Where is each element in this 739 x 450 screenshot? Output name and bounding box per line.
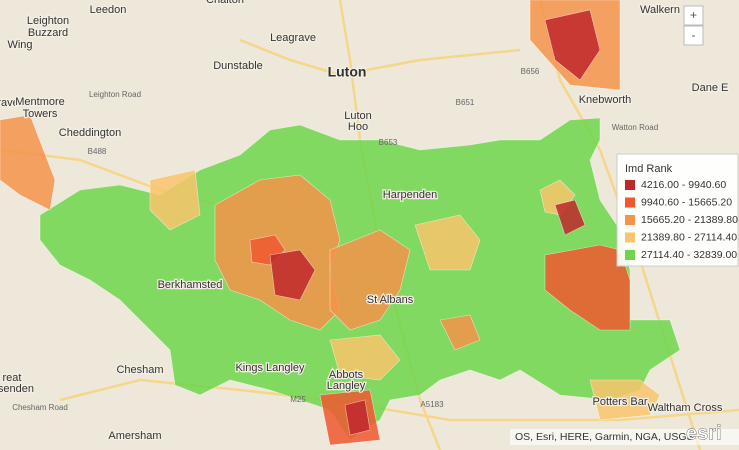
road bbox=[239, 38, 521, 77]
legend-title: Imd Rank bbox=[625, 163, 673, 175]
place-label: Mentmore bbox=[15, 96, 65, 108]
imd-area bbox=[544, 244, 631, 331]
place-label: Amersham bbox=[108, 430, 161, 442]
place-label: St Albans bbox=[367, 294, 414, 306]
road-label: B653 bbox=[379, 138, 398, 147]
place-label: Knebworth bbox=[579, 94, 632, 106]
esri-logo: esri bbox=[686, 422, 722, 444]
place-label: Wing bbox=[7, 39, 32, 51]
road-label: B651 bbox=[456, 98, 475, 107]
place-label: Waltham Cross bbox=[648, 402, 723, 414]
road-label: Chesham Road bbox=[12, 403, 68, 412]
place-label: Luton bbox=[328, 64, 367, 80]
place-label: Chalton bbox=[206, 0, 244, 6]
legend: Imd Rank 4216.00 - 9940.60 9940.60 - 1566… bbox=[616, 153, 739, 267]
zoom-in[interactable]: + bbox=[690, 8, 697, 22]
legend-label: 9940.60 - 15665.20 bbox=[641, 196, 732, 208]
imd-area bbox=[554, 199, 586, 236]
place-label: Berkhamsted bbox=[158, 279, 223, 291]
road-label: A5183 bbox=[420, 400, 444, 409]
imd-area bbox=[149, 169, 201, 231]
zoom-controls: + - bbox=[683, 5, 704, 46]
road-label: B488 bbox=[88, 147, 107, 156]
imd-areas bbox=[0, 0, 681, 446]
place-label: Luton bbox=[344, 110, 372, 122]
imd-area bbox=[544, 9, 601, 81]
place-label: reat bbox=[3, 372, 22, 384]
place-label: Kings Langley bbox=[235, 362, 305, 374]
legend-swatch bbox=[625, 215, 635, 225]
legend-label: 27114.40 - 32839.00 bbox=[641, 249, 737, 261]
place-label: Potters Bar bbox=[592, 396, 647, 408]
legend-swatch bbox=[625, 197, 635, 208]
place-label: Leighton bbox=[27, 15, 69, 27]
attribution-bg bbox=[510, 429, 739, 445]
place-label: issenden bbox=[0, 383, 34, 395]
place-label: rave bbox=[0, 97, 19, 109]
place-label: Dane E bbox=[692, 82, 729, 94]
legend-label: 15665.20 - 21389.80 bbox=[641, 214, 738, 226]
place-label: Hoo bbox=[348, 121, 368, 133]
imd-area bbox=[269, 249, 316, 301]
road-label: Leighton Road bbox=[89, 90, 141, 99]
place-label: Cheddington bbox=[59, 127, 121, 139]
legend-swatch bbox=[625, 180, 635, 190]
place-label: Harpenden bbox=[383, 189, 437, 201]
place-label: Leagrave bbox=[270, 32, 316, 44]
zoom-out[interactable]: - bbox=[692, 28, 696, 42]
legend-label: 21389.80 - 27114.40 bbox=[641, 231, 737, 243]
zoom-out-button[interactable] bbox=[683, 25, 704, 46]
imd-area bbox=[329, 334, 401, 381]
place-label: Walkern bbox=[640, 4, 680, 16]
place-label: Abbots bbox=[329, 369, 364, 381]
place-label: Chesham bbox=[116, 364, 163, 376]
imd-area bbox=[589, 379, 661, 421]
imd-area bbox=[414, 214, 481, 271]
imd-area bbox=[344, 399, 371, 436]
legend-label: 4216.00 - 9940.60 bbox=[641, 179, 726, 191]
place-label: Leedon bbox=[90, 4, 127, 16]
place-label: Dunstable bbox=[213, 60, 263, 72]
legend-swatch bbox=[625, 232, 635, 243]
legend-box bbox=[616, 153, 739, 267]
attribution: OS, Esri, HERE, Garmin, NGA, USGS bbox=[515, 431, 694, 443]
legend-swatch bbox=[625, 250, 635, 260]
imd-area bbox=[0, 114, 56, 211]
road-label: B656 bbox=[521, 67, 540, 76]
place-label: Towers bbox=[23, 108, 58, 120]
place-label: Buzzard bbox=[28, 27, 68, 39]
place-label: Langley bbox=[327, 380, 366, 392]
imd-area bbox=[439, 314, 481, 351]
road-label: Watton Road bbox=[612, 123, 658, 132]
imd-area bbox=[329, 229, 411, 331]
zoom-in-button[interactable] bbox=[683, 5, 704, 26]
road-label: M25 bbox=[290, 395, 306, 404]
